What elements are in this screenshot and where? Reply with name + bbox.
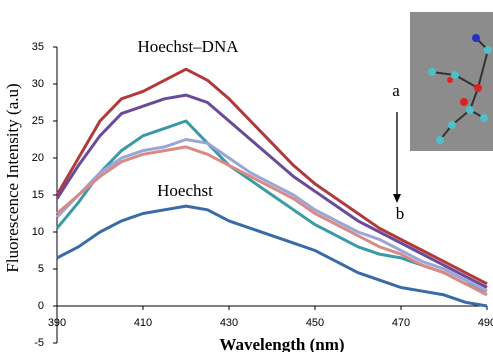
annotation: Hoechst–DNA bbox=[137, 37, 239, 56]
annotation: b bbox=[396, 204, 405, 223]
inset-image bbox=[410, 12, 493, 151]
annotation: a bbox=[392, 81, 400, 100]
arrow-head bbox=[393, 194, 401, 203]
x-tick-label: 410 bbox=[134, 317, 152, 329]
x-tick-label: 390 bbox=[48, 317, 66, 329]
y-tick-label: 25 bbox=[32, 115, 44, 127]
y-tick-label: 35 bbox=[32, 41, 44, 53]
x-tick-label: 490 bbox=[478, 317, 493, 329]
y-tick-label: 0 bbox=[38, 300, 44, 312]
annotation: Hoechst bbox=[157, 181, 213, 200]
y-tick-label: 5 bbox=[38, 263, 44, 275]
y-tick-label: 10 bbox=[32, 226, 44, 238]
y-tick-label: -5 bbox=[34, 337, 44, 349]
y-tick-label: 30 bbox=[32, 78, 44, 90]
y-tick-label: 15 bbox=[32, 189, 44, 201]
x-tick-label: 430 bbox=[220, 317, 238, 329]
y-tick-label: 20 bbox=[32, 152, 44, 164]
x-tick-label: 450 bbox=[306, 317, 324, 329]
x-tick-label: 470 bbox=[392, 317, 410, 329]
y-axis-label: Fluorescence Intensity (a.u) bbox=[3, 83, 22, 272]
series-line bbox=[57, 206, 487, 306]
chart: Wavelength (nm) Fluorescence Intensity (… bbox=[0, 0, 493, 352]
x-axis-label: Wavelength (nm) bbox=[219, 335, 344, 352]
page: Wavelength (nm) Fluorescence Intensity (… bbox=[0, 0, 493, 352]
